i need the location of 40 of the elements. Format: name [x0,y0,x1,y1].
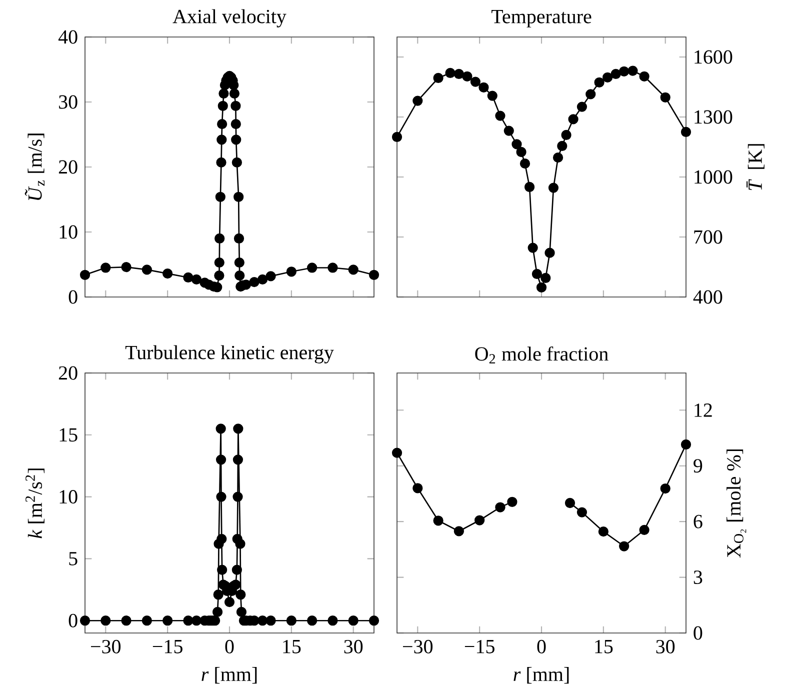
y-axis-title: k [m$^{2}$/s$^{2}$] [26,468,44,538]
x-tick-label: −15 [464,640,494,654]
y-tick-label: 700 [694,230,722,244]
y-tick-label: 1300 [694,110,732,124]
y-tick-label: 10 [60,225,78,239]
x-axis-title: r [mm] [202,667,257,684]
x-tick-label: −30 [91,640,121,654]
x-tick-label: 0 [225,640,234,654]
y-axis-title: T̄ [K] [746,144,764,190]
y-tick-label: 1000 [694,170,732,184]
x-tick-label: 15 [595,640,613,654]
x-tick-label: −30 [403,640,433,654]
y-tick-label: 400 [693,290,722,304]
y-tick-label: 0 [68,290,78,304]
y-tick-label: 6 [694,514,702,528]
y-tick-label: 20 [58,160,78,174]
y-tick-label: 12 [694,404,712,417]
y-tick-label: 0 [68,614,78,628]
chart-title: Turbulence kinetic energy [125,345,334,364]
y-tick-label: 30 [59,95,78,109]
y-tick-label: 10 [60,490,78,504]
y-tick-label: 3 [694,570,702,584]
y-axis-title: Ũ$_{z}$ [m/s] [24,134,44,200]
x-tick-label: 0 [537,640,546,654]
chart-title: Temperature [491,10,592,28]
x-tick-label: 15 [283,640,301,654]
x-tick-label: 30 [344,640,363,654]
y-axis-title: X$_{O₂}$ [mole %] [726,449,746,558]
chart-title: Axial velocity [172,9,286,28]
y-tick-label: 1600 [694,50,732,64]
x-axis-title: r [mm] [514,667,569,684]
y-tick-label: 15 [60,428,78,442]
y-tick-label: 5 [69,552,78,566]
y-tick-label: 0 [694,626,702,640]
x-tick-label: −15 [152,640,182,654]
y-tick-label: 20 [58,366,78,380]
y-tick-label: 9 [694,459,702,473]
x-tick-label: 30 [656,640,675,654]
y-tick-label: 40 [58,30,78,44]
chart-title: O$_{2}$ mole fraction [475,346,608,364]
